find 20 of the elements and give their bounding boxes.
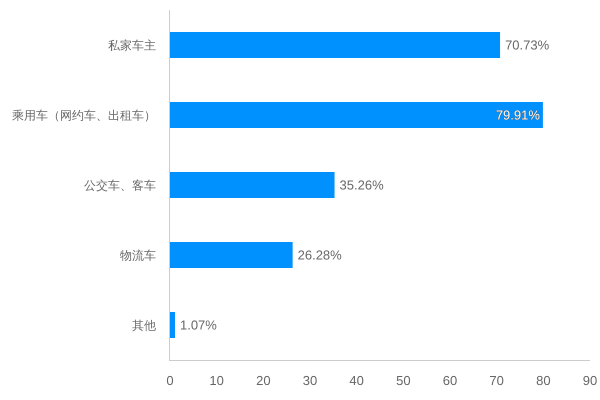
x-tick-label: 40 [349, 373, 364, 388]
y-tick-label: 公交车、客车 [84, 178, 156, 192]
x-tick-label: 0 [166, 373, 174, 388]
x-tick-label: 10 [209, 373, 224, 388]
x-tick-label: 50 [396, 373, 411, 388]
x-tick-label: 20 [256, 373, 271, 388]
x-tick-label: 60 [442, 373, 458, 388]
y-tick-label: 私家车主 [108, 38, 156, 52]
y-tick-label: 物流车 [120, 248, 156, 262]
x-tick-label: 30 [302, 373, 318, 388]
y-tick-label: 乘用车（网约车、出租车） [12, 108, 156, 122]
y-tick-label: 其他 [132, 318, 156, 332]
data-label: 35.26% [340, 178, 384, 192]
data-label: 70.73% [505, 38, 550, 52]
data-label: 26.28% [298, 248, 342, 262]
data-label: 79.91% [496, 108, 540, 122]
x-tick-label: 80 [536, 373, 551, 388]
x-tick-label: 90 [582, 373, 598, 388]
data-label: 1.07% [180, 318, 218, 332]
x-tick-label: 70 [489, 373, 504, 388]
